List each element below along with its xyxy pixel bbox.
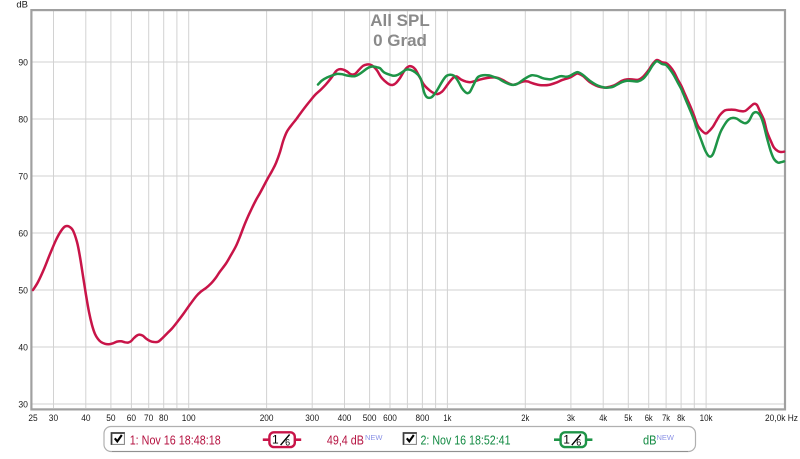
svg-text:6: 6 <box>285 438 290 448</box>
svg-text:6: 6 <box>576 438 581 448</box>
svg-text:20,0k Hz: 20,0k Hz <box>765 413 798 424</box>
svg-text:30: 30 <box>49 413 58 424</box>
svg-text:5k: 5k <box>624 413 632 424</box>
svg-text:100: 100 <box>182 413 196 424</box>
svg-text:600: 600 <box>383 413 397 424</box>
svg-text:6k: 6k <box>645 413 653 424</box>
svg-text:80: 80 <box>159 413 168 424</box>
svg-text:60: 60 <box>127 413 136 424</box>
svg-text:8k: 8k <box>677 413 685 424</box>
svg-text:800: 800 <box>416 413 430 424</box>
svg-text:4k: 4k <box>599 413 607 424</box>
svg-text:0 Grad: 0 Grad <box>373 31 427 50</box>
svg-text:1k: 1k <box>443 413 451 424</box>
svg-text:2k: 2k <box>521 413 529 424</box>
svg-text:40: 40 <box>18 343 28 354</box>
svg-text:dB: dB <box>643 433 657 448</box>
svg-text:1: 1 <box>272 433 279 447</box>
svg-text:90: 90 <box>18 58 28 69</box>
svg-text:All SPL: All SPL <box>370 11 430 30</box>
svg-text:80: 80 <box>18 115 28 126</box>
svg-text:49,4 dB: 49,4 dB <box>327 433 364 448</box>
svg-text:2: Nov 16 18:52:41: 2: Nov 16 18:52:41 <box>421 433 511 448</box>
svg-text:NEW: NEW <box>657 433 675 442</box>
svg-text:300: 300 <box>305 413 319 424</box>
svg-text:40: 40 <box>81 413 90 424</box>
svg-text:60: 60 <box>18 229 28 240</box>
svg-text:30: 30 <box>18 400 28 411</box>
svg-text:3k: 3k <box>567 413 575 424</box>
svg-text:dB: dB <box>16 0 28 11</box>
svg-text:200: 200 <box>260 413 274 424</box>
svg-text:1: 1 <box>563 433 570 447</box>
svg-text:50: 50 <box>18 286 28 297</box>
svg-text:500: 500 <box>363 413 377 424</box>
svg-text:7k: 7k <box>662 413 670 424</box>
svg-text:25: 25 <box>28 413 37 424</box>
svg-text:70: 70 <box>18 172 28 183</box>
svg-text:1: Nov 16 18:48:18: 1: Nov 16 18:48:18 <box>130 433 221 448</box>
svg-text:400: 400 <box>338 413 352 424</box>
svg-text:NEW: NEW <box>365 433 383 442</box>
svg-text:10k: 10k <box>700 413 713 424</box>
svg-text:70: 70 <box>144 413 153 424</box>
svg-text:50: 50 <box>106 413 115 424</box>
